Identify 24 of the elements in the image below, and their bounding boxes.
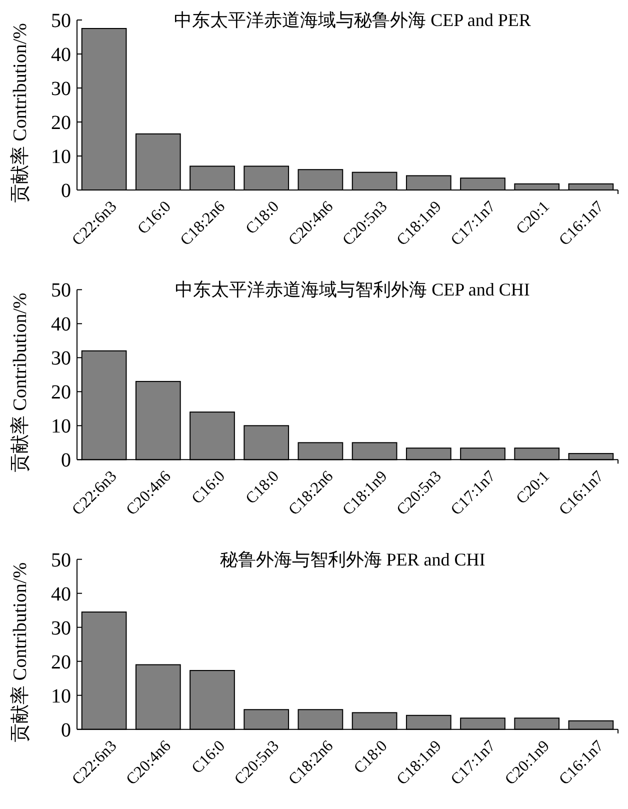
y-tick-label: 40: [51, 44, 71, 66]
y-tick-label: 50: [51, 549, 71, 572]
y-axis-title: 贡献率 Contribution/%: [9, 22, 31, 203]
y-tick-label: 40: [51, 314, 71, 336]
y-tick-label: 10: [51, 146, 71, 168]
y-tick-label: 0: [61, 450, 71, 472]
y-tick-label: 50: [51, 280, 71, 302]
chart-title: 中东太平洋赤道海域与智利外海 CEP and CHI: [175, 280, 530, 300]
y-tick-label: 10: [51, 685, 71, 708]
y-tick-label: 20: [51, 382, 71, 404]
y-tick-label: 0: [61, 719, 71, 742]
y-tick-label: 0: [61, 180, 71, 202]
y-tick-label: 10: [51, 416, 71, 438]
chart-title: 中东太平洋赤道海域与秘鲁外海 CEP and PER: [174, 10, 531, 30]
y-tick-label: 30: [51, 617, 71, 640]
chart-title: 秘鲁外海与智利外海 PER and CHI: [220, 549, 486, 570]
y-tick-label: 50: [51, 10, 71, 32]
y-tick-label: 30: [51, 78, 71, 100]
y-axis-title: 贡献率 Contribution/%: [9, 562, 31, 742]
y-tick-label: 40: [51, 583, 71, 606]
y-tick-label: 30: [51, 348, 71, 370]
y-tick-label: 20: [51, 651, 71, 674]
y-axis-title: 贡献率 Contribution/%: [9, 292, 31, 473]
y-tick-label: 20: [51, 112, 71, 134]
